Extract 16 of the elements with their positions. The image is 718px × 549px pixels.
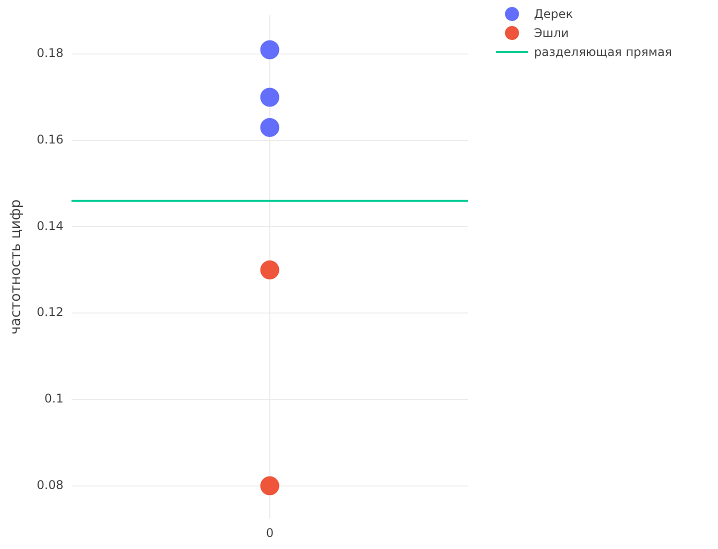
x-tick-label: 0 bbox=[266, 526, 274, 540]
y-tick-label: 0.08 bbox=[36, 478, 64, 492]
point bbox=[260, 40, 280, 60]
legend-label: Эшли bbox=[534, 26, 569, 40]
y-axis-title: частотность цифр bbox=[8, 199, 24, 334]
point bbox=[260, 118, 280, 137]
point bbox=[260, 88, 280, 107]
y-tick-label: 0.12 bbox=[36, 305, 64, 320]
point bbox=[260, 260, 280, 280]
y-tick-label: 0.16 bbox=[36, 132, 64, 147]
legend-label: разделяющая прямая bbox=[534, 44, 672, 58]
legend-label: Дерек bbox=[534, 6, 574, 20]
y-tick-label: 0.14 bbox=[36, 218, 64, 233]
y-tick-label: 0.18 bbox=[36, 46, 64, 60]
y-tick-label: 0.1 bbox=[44, 392, 64, 406]
point bbox=[260, 476, 280, 496]
